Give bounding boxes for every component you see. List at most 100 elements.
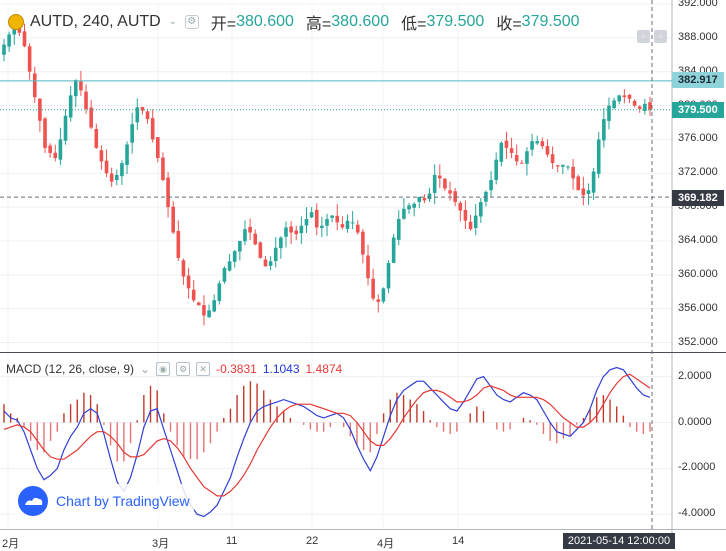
candle-body bbox=[197, 302, 201, 306]
candle-body bbox=[314, 209, 319, 228]
candle-body bbox=[181, 260, 186, 277]
candle-body bbox=[156, 137, 160, 159]
candle-body bbox=[396, 218, 401, 240]
signal-line bbox=[3, 373, 651, 497]
candle-body bbox=[243, 229, 247, 242]
macd-hist-value: -0.3831 bbox=[216, 362, 257, 376]
candle-body bbox=[227, 261, 232, 271]
candle-body bbox=[622, 95, 627, 98]
macd-legend: MACD (12, 26, close, 9) ⌄ ◉ ⚙ ✕ -0.3831 … bbox=[6, 362, 342, 376]
chart-logo-icon bbox=[8, 14, 24, 30]
candle-body bbox=[468, 221, 473, 230]
price-tick-label: 360.000 bbox=[678, 267, 718, 280]
last-price-tag: 379.500 bbox=[672, 102, 724, 118]
pane-maximize-icon[interactable]: ▫ bbox=[654, 30, 667, 43]
candle-body bbox=[217, 283, 222, 301]
eye-icon[interactable]: ◉ bbox=[156, 362, 171, 376]
candle-body bbox=[514, 155, 519, 162]
crosshair-time-tag: 2021-05-14 12:00:00 bbox=[563, 533, 675, 549]
candle-body bbox=[263, 259, 268, 267]
candle-body bbox=[161, 157, 165, 181]
candle-body bbox=[581, 188, 586, 196]
candle-body bbox=[84, 91, 88, 109]
candle-body bbox=[43, 118, 47, 148]
candle-body bbox=[596, 139, 601, 174]
candle-body bbox=[73, 80, 78, 97]
candle-body bbox=[376, 299, 381, 302]
candle-body bbox=[304, 218, 309, 226]
candle-body bbox=[294, 230, 299, 235]
time-tick-label: 2月 bbox=[2, 538, 20, 550]
candle-body bbox=[427, 193, 432, 200]
candle-body bbox=[53, 152, 58, 159]
close-label: 收= bbox=[496, 16, 522, 33]
high-value: 380.600 bbox=[331, 13, 390, 30]
candle-body bbox=[145, 111, 150, 120]
candle-body bbox=[104, 160, 109, 174]
close-icon[interactable]: ✕ bbox=[196, 362, 211, 376]
candle-body bbox=[68, 95, 73, 118]
candle-body bbox=[473, 215, 478, 229]
tradingview-logo[interactable]: Chart by TradingView bbox=[14, 484, 194, 518]
candle-body bbox=[340, 224, 345, 228]
candle-body bbox=[273, 247, 278, 262]
candle-body bbox=[591, 171, 596, 193]
candle-body bbox=[238, 240, 242, 252]
candle-body bbox=[627, 94, 632, 99]
candle-body bbox=[607, 105, 611, 121]
symbol-label[interactable]: AUTD, 240, AUTD bbox=[30, 13, 161, 30]
candle-body bbox=[258, 242, 263, 258]
macd-signal-value: 1.4874 bbox=[305, 362, 343, 376]
candle-body bbox=[509, 148, 514, 153]
price-tick-label: 352.000 bbox=[678, 335, 718, 348]
candle-body bbox=[325, 218, 329, 226]
price-tick-label: 372.000 bbox=[678, 166, 718, 179]
candle-body bbox=[417, 196, 422, 202]
candle-body bbox=[79, 81, 83, 91]
candle-body bbox=[330, 215, 334, 218]
candle-body bbox=[381, 288, 386, 302]
candle-body bbox=[299, 225, 304, 234]
chevron-down-icon[interactable]: ⌄ bbox=[168, 16, 177, 27]
pane-lock-icon[interactable]: ▫ bbox=[637, 30, 650, 43]
price-tick-label: 364.000 bbox=[678, 233, 718, 246]
price-tick-label: 356.000 bbox=[678, 301, 718, 314]
candle-body bbox=[176, 231, 181, 258]
candle-body bbox=[94, 128, 99, 148]
candle-body bbox=[648, 102, 652, 110]
time-tick-label: 14 bbox=[452, 535, 465, 547]
upper-line-price-tag: 382.917 bbox=[672, 72, 724, 88]
candle-body bbox=[130, 124, 134, 143]
candle-body bbox=[48, 145, 52, 153]
candle-body bbox=[99, 150, 104, 162]
candle-body bbox=[289, 226, 293, 233]
low-value: 379.500 bbox=[426, 13, 485, 30]
candle-body bbox=[525, 151, 529, 164]
settings-icon[interactable]: ⚙ bbox=[176, 362, 191, 376]
candle-body bbox=[576, 176, 581, 191]
high-label: 高= bbox=[305, 16, 332, 33]
candle-body bbox=[2, 44, 6, 55]
candle-body bbox=[63, 115, 68, 141]
candle-body bbox=[612, 100, 616, 109]
settings-icon[interactable]: ⚙ bbox=[184, 15, 199, 29]
candle-body bbox=[561, 164, 565, 167]
candle-body bbox=[504, 140, 509, 148]
candle-body bbox=[171, 206, 175, 233]
candle-body bbox=[499, 142, 504, 162]
candle-body bbox=[371, 278, 375, 299]
macd-label[interactable]: MACD (12, 26, close, 9) bbox=[6, 362, 135, 376]
candle-body bbox=[109, 173, 114, 182]
candle-body bbox=[32, 73, 37, 98]
candle-body bbox=[479, 202, 483, 217]
chevron-down-icon[interactable]: ⌄ bbox=[140, 362, 151, 376]
candle-body bbox=[448, 190, 452, 194]
price-tick-label: 388.000 bbox=[678, 30, 718, 43]
close-value: 379.500 bbox=[521, 13, 580, 30]
macd-tick-label: -2.0000 bbox=[678, 461, 716, 474]
candle-body bbox=[166, 177, 170, 208]
candle-body bbox=[437, 175, 442, 179]
candle-body bbox=[335, 215, 340, 223]
